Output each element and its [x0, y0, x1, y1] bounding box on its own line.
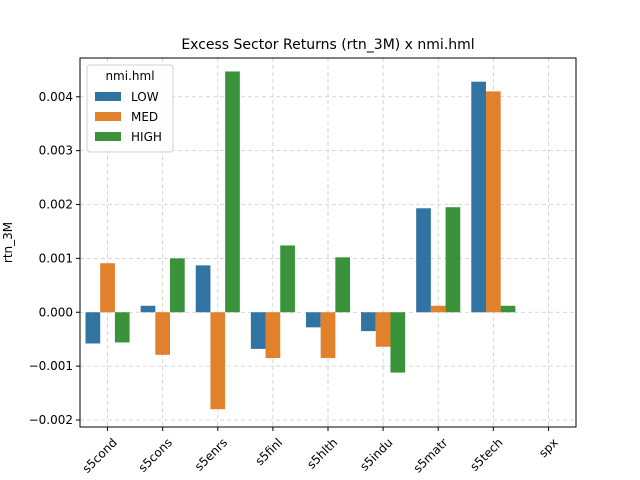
bar-med-s5enrs [210, 312, 226, 410]
bar-low-s5finl [250, 312, 266, 349]
chart-title: Excess Sector Returns (rtn_3M) x nmi.hml [181, 37, 474, 53]
bar-med-s5matr [430, 305, 446, 313]
bar-low-s5cons [140, 305, 156, 313]
x-tick-label-spx: spx [536, 435, 561, 460]
bar-med-s5cond [100, 263, 115, 313]
bar-high-s5indu [390, 312, 406, 373]
y-tick-label-0: −0.002 [29, 413, 73, 427]
legend-swatch-med [95, 112, 121, 121]
bar-med-s5finl [265, 312, 281, 359]
bar-med-s5indu [375, 312, 391, 347]
legend-label-high: HIGH [131, 130, 162, 144]
y-axis-label: rtn_3M [1, 222, 15, 263]
y-tick-label-1: −0.001 [29, 359, 73, 373]
bar-low-s5tech [471, 81, 486, 313]
bar-low-s5hlth [305, 312, 321, 328]
bar-high-s5enrs [225, 71, 240, 313]
bar-high-s5matr [445, 207, 461, 313]
bar-med-s5hlth [320, 312, 336, 359]
y-tick-label-5: 0.003 [39, 144, 73, 158]
x-tick-label-s5enrs: s5enrs [192, 435, 230, 473]
bar-med-s5cons [155, 312, 171, 355]
y-tick-label-3: 0.001 [39, 251, 73, 265]
y-tick-label-2: 0.000 [39, 305, 73, 319]
bar-high-s5cons [170, 258, 185, 313]
bar-low-s5cond [85, 312, 101, 344]
x-tick-label-s5hlth: s5hlth [304, 435, 340, 471]
legend-swatch-low [95, 92, 121, 101]
x-tick-label-s5indu: s5indu [357, 435, 395, 473]
bar-high-s5tech [500, 305, 516, 313]
legend-title: nmi.hml [105, 69, 154, 83]
bar-med-s5tech [485, 91, 501, 313]
y-tick-label-6: 0.004 [39, 90, 73, 104]
bar-low-s5matr [416, 208, 431, 313]
x-tick-label-s5finl: s5finl [252, 435, 285, 468]
y-tick-label-4: 0.002 [39, 198, 73, 212]
bar-low-s5indu [361, 312, 376, 332]
bar-low-s5enrs [195, 265, 211, 313]
x-tick-label-s5cons: s5cons [136, 435, 175, 474]
x-tick-label-s5cond: s5cond [80, 435, 120, 475]
legend-swatch-high [95, 132, 121, 141]
legend-label-med: MED [131, 110, 158, 124]
x-tick-label-s5matr: s5matr [411, 435, 451, 475]
legend-label-low: LOW [131, 90, 159, 104]
legend-box [86, 64, 174, 153]
bar-high-s5hlth [335, 257, 351, 313]
bar-high-s5cond [114, 312, 130, 343]
x-tick-label-s5tech: s5tech [467, 435, 505, 473]
bar-high-s5finl [280, 245, 295, 313]
